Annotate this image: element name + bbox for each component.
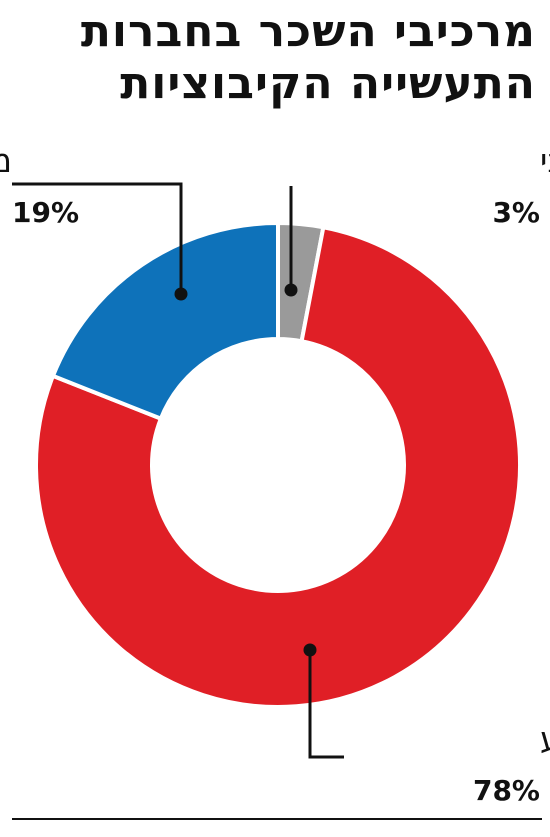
slice-value-1: 3%	[492, 196, 540, 229]
chart-leader-lines	[12, 182, 344, 759]
slice-3	[50, 220, 280, 422]
leader-dot-2	[303, 643, 317, 657]
slice-name-2: שכר קבוע	[540, 719, 550, 758]
slice-value-3: 19%	[12, 196, 79, 229]
slice-2	[34, 224, 522, 709]
bottom-divider	[12, 818, 542, 820]
leader-line-2	[308, 650, 344, 759]
chart-labels: תגמול הוני 3% שכר קבוע 78% מענק 19%	[0, 141, 550, 807]
leader-line-3	[12, 182, 183, 294]
chart-slices	[34, 220, 522, 709]
leader-dot-1	[284, 283, 298, 297]
leader-dot-3	[174, 287, 188, 301]
slice-name-1: תגמול הוני	[540, 141, 550, 180]
slice-name-3: מענק	[0, 141, 12, 180]
slice-value-2: 78%	[473, 774, 540, 807]
chart-title: מרכיבי השכר בחברות התעשייה הקיבוציות	[80, 6, 536, 109]
